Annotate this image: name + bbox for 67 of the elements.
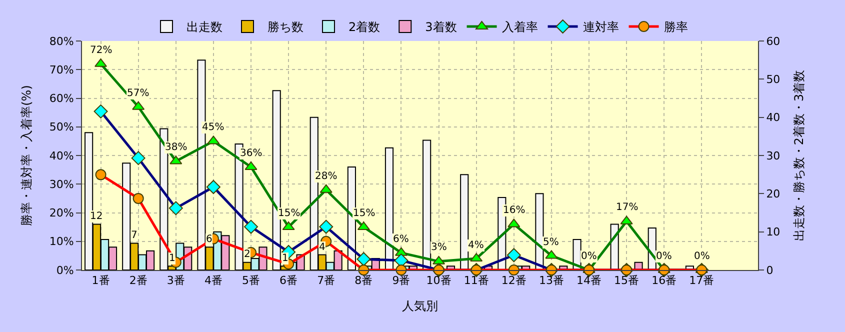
x-tick-label: 15番 bbox=[614, 274, 640, 288]
legend-label: 3着数 bbox=[425, 20, 457, 34]
legend-label: 勝率 bbox=[664, 20, 688, 34]
x-tick-label: 14番 bbox=[576, 274, 602, 288]
y-tick-label: 10% bbox=[49, 235, 74, 248]
y2-tick-label: 60 bbox=[766, 34, 780, 48]
data-label: 5% bbox=[543, 237, 559, 248]
y2-tick-label: 40 bbox=[766, 111, 780, 124]
y-tick-label: 60% bbox=[49, 92, 74, 106]
data-label: 0% bbox=[581, 251, 597, 262]
data-label: 57% bbox=[127, 88, 150, 99]
x-tick-label: 16番 bbox=[652, 274, 677, 288]
data-label: 2 bbox=[244, 249, 250, 260]
x-tick-label: 17番 bbox=[689, 274, 714, 288]
data-label: 17% bbox=[616, 202, 638, 213]
x-tick-label: 5番 bbox=[242, 274, 260, 288]
data-label: 15% bbox=[278, 208, 300, 219]
x-tick-label: 6番 bbox=[280, 274, 298, 288]
x-tick-label: 13番 bbox=[538, 274, 564, 288]
y-tick-label: 30% bbox=[49, 178, 74, 191]
x-tick-label: 12番 bbox=[501, 274, 526, 288]
y2-tick-label: 10 bbox=[766, 226, 780, 239]
y-tick-label: 70% bbox=[49, 63, 74, 76]
x-tick-label: 3番 bbox=[166, 274, 185, 288]
data-label: 1 bbox=[169, 253, 176, 264]
x-tick-label: 11番 bbox=[464, 274, 489, 288]
y-tick-label: 50% bbox=[49, 120, 74, 134]
y-axis-title: 勝率・連対率・入着率(%) bbox=[20, 85, 34, 226]
legend-label: 2着数 bbox=[348, 20, 380, 34]
data-label: 0% bbox=[694, 251, 710, 262]
y2-tick-label: 50 bbox=[766, 73, 780, 86]
data-label: 3% bbox=[431, 242, 447, 253]
data-label: 4 bbox=[319, 242, 326, 253]
legend-label: 勝ち数 bbox=[268, 20, 304, 34]
data-label: 72% bbox=[90, 45, 112, 56]
y2-tick-label: 0 bbox=[766, 264, 774, 277]
x-tick-label: 7番 bbox=[317, 274, 336, 288]
legend-label: 連対率 bbox=[582, 20, 619, 34]
y2-axis-title: 出走数・勝ち数・2着数・3着数 bbox=[792, 70, 806, 242]
data-label: 1 bbox=[282, 253, 288, 264]
y-tick-label: 0% bbox=[56, 264, 74, 277]
legend-label: 出走数 bbox=[186, 20, 222, 34]
x-tick-label: 1番 bbox=[92, 274, 110, 288]
data-label: 4% bbox=[468, 240, 484, 251]
data-label: 45% bbox=[202, 122, 224, 133]
x-tick-label: 10番 bbox=[426, 274, 452, 288]
y-tick-label: 80% bbox=[49, 34, 74, 48]
x-tick-label: 8番 bbox=[354, 274, 373, 288]
data-label: 38% bbox=[165, 142, 188, 153]
data-label: 16% bbox=[503, 205, 526, 216]
x-tick-label: 9番 bbox=[392, 274, 410, 288]
data-label: 7 bbox=[131, 230, 138, 241]
y2-tick-label: 20 bbox=[766, 188, 780, 201]
y-tick-label: 20% bbox=[49, 206, 74, 220]
legend-label: 入着率 bbox=[502, 20, 538, 34]
data-label: 6% bbox=[393, 234, 409, 245]
data-label: 0% bbox=[656, 251, 672, 262]
data-label: 15% bbox=[353, 208, 376, 219]
y2-tick-label: 30 bbox=[766, 149, 780, 162]
x-axis-title: 人気別 bbox=[402, 299, 438, 314]
x-tick-label: 4番 bbox=[204, 274, 222, 288]
data-label: 6 bbox=[206, 234, 212, 245]
data-label: 28% bbox=[315, 171, 338, 182]
data-label: 36% bbox=[240, 148, 262, 159]
y-tick-label: 40% bbox=[49, 149, 74, 162]
data-label: 12 bbox=[90, 211, 103, 222]
x-tick-label: 2番 bbox=[129, 274, 148, 288]
